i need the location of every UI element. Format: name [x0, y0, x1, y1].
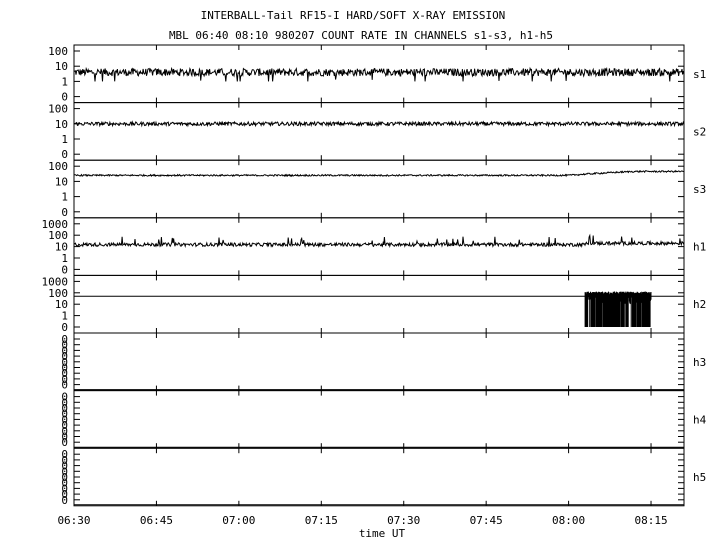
series-line-h1: [73, 233, 685, 249]
panel-frame-h5: [73, 447, 685, 507]
channel-label-h3: h3: [693, 356, 706, 369]
y-tick-label-h5: 0: [61, 477, 68, 490]
y-tick-label-h3: 0: [61, 362, 68, 375]
y-tick-label-h1: 1: [61, 252, 68, 265]
x-tick-label: 06:45: [140, 514, 173, 527]
y-tick-label-h3: 0: [61, 373, 68, 386]
y-tick-label-h3: 0: [61, 356, 68, 369]
y-tick-label-h4: 0: [61, 408, 68, 421]
y-tick-label-h4: 0: [61, 436, 68, 449]
panel-frame-s3: [73, 159, 685, 219]
x-tick-label: 07:15: [305, 514, 338, 527]
y-tick-label-s1: 10: [55, 60, 68, 73]
y-tick-label-h5: 0: [61, 454, 68, 467]
y-tick-label-h1: 0: [61, 263, 68, 276]
y-tick-label-h2: 10: [55, 298, 68, 311]
channel-label-s2: s2: [693, 125, 706, 138]
y-tick-label-h3: 0: [61, 350, 68, 363]
y-tick-label-h5: 0: [61, 465, 68, 478]
x-tick-label: 06:30: [57, 514, 90, 527]
series-line-s3: [73, 169, 685, 178]
y-tick-label-h2: 0: [61, 321, 68, 334]
channel-label-h5: h5: [693, 471, 706, 484]
y-tick-label-s3: 1: [61, 191, 68, 204]
y-tick-label-h5: 0: [61, 482, 68, 495]
y-tick-label-h4: 0: [61, 419, 68, 432]
y-tick-label-h2: 1000: [42, 275, 69, 288]
y-tick-label-s1: 1: [61, 75, 68, 88]
channel-label-s3: s3: [693, 183, 706, 196]
y-tick-label-h4: 0: [61, 425, 68, 438]
x-tick-label: 08:15: [634, 514, 667, 527]
panel-frame-h3: [73, 332, 685, 392]
burst-h2: [584, 291, 652, 327]
x-tick-label: 07:30: [387, 514, 420, 527]
y-tick-label-h5: 0: [61, 471, 68, 484]
x-tick-label: 07:45: [470, 514, 503, 527]
x-tick-label: 07:00: [222, 514, 255, 527]
panels-group: 1001010s11001010s21001010s310001001010h1…: [42, 44, 707, 527]
x-axis-label: time UT: [359, 527, 406, 540]
y-tick-label-s2: 1: [61, 133, 68, 146]
series-line-s2: [73, 120, 685, 128]
y-tick-label-h2: 1: [61, 310, 68, 323]
panel-frame-s2: [73, 102, 685, 161]
y-tick-label-s3: 10: [55, 175, 68, 188]
y-tick-label-h3: 0: [61, 339, 68, 352]
y-tick-label-h1: 10: [55, 241, 68, 254]
y-tick-label-s2: 10: [55, 118, 68, 131]
y-tick-label-s2: 100: [48, 103, 68, 116]
y-tick-label-s1: 0: [61, 91, 68, 104]
y-tick-label-s2: 0: [61, 148, 68, 161]
channel-label-h1: h1: [693, 241, 706, 254]
y-tick-label-h3: 0: [61, 344, 68, 357]
y-tick-label-h5: 0: [61, 460, 68, 473]
y-tick-label-h5: 0: [61, 488, 68, 501]
channel-label-s1: s1: [693, 68, 706, 81]
y-tick-label-h3: 0: [61, 367, 68, 380]
panel-frame-h1: [73, 217, 685, 276]
y-tick-label-h3: 0: [61, 333, 68, 346]
y-tick-label-h3: 0: [61, 379, 68, 392]
channel-label-h4: h4: [693, 413, 707, 426]
y-tick-label-h4: 0: [61, 413, 68, 426]
y-tick-label-s3: 0: [61, 206, 68, 219]
chart-title: INTERBALL-Tail RF15-I HARD/SOFT X-RAY EM…: [201, 9, 506, 22]
series-line-s1: [73, 66, 685, 82]
panel-frame-h4: [73, 390, 685, 449]
y-tick-label-h1: 1000: [42, 218, 69, 231]
y-tick-label-s3: 100: [48, 160, 68, 173]
y-tick-label-h4: 0: [61, 431, 68, 444]
y-tick-label-h5: 0: [61, 448, 68, 461]
y-tick-label-h4: 0: [61, 402, 68, 415]
y-tick-label-h4: 0: [61, 396, 68, 409]
y-tick-label-h2: 100: [48, 287, 68, 300]
y-tick-label-s1: 100: [48, 45, 68, 58]
y-tick-label-h5: 0: [61, 494, 68, 507]
y-tick-label-h1: 100: [48, 229, 68, 242]
channel-label-h2: h2: [693, 298, 706, 311]
x-tick-label: 08:00: [552, 514, 585, 527]
y-tick-label-h4: 0: [61, 391, 68, 404]
chart-subtitle: MBL 06:40 08:10 980207 COUNT RATE IN CHA…: [169, 29, 553, 42]
